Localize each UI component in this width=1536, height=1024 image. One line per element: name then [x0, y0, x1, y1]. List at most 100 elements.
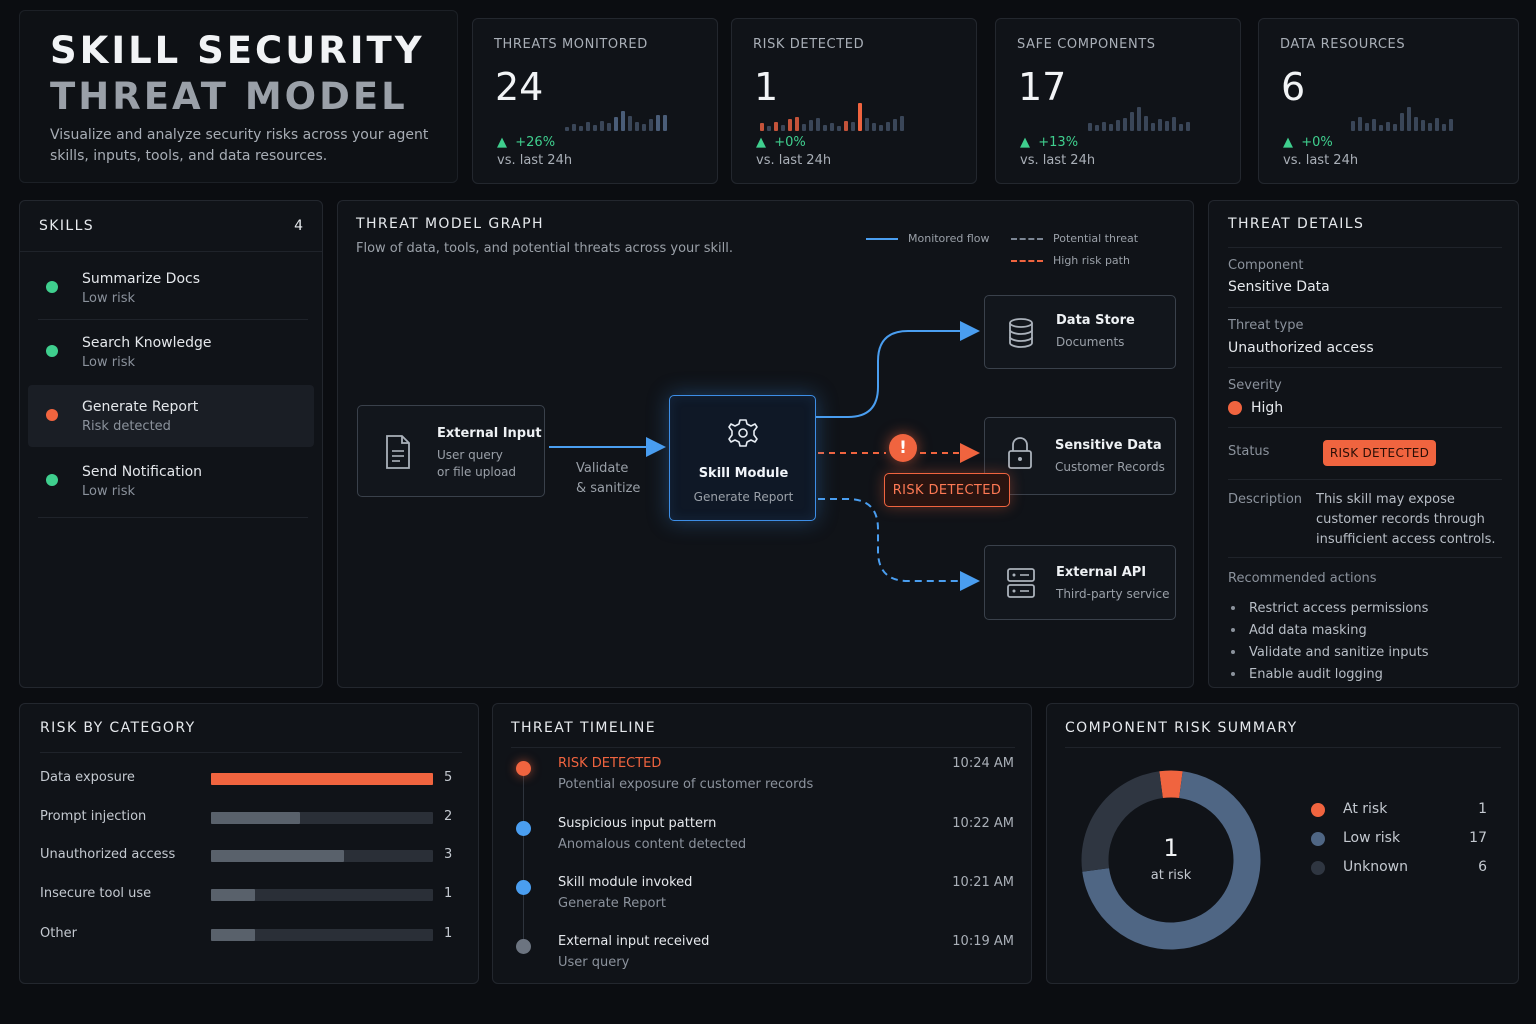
- category-bar-track: [211, 773, 433, 785]
- event-title: External input received: [558, 934, 710, 949]
- spark-bar: [851, 122, 855, 131]
- event-time: 10:22 AM: [952, 816, 1014, 831]
- legend-potential-threat: Potential threat: [1011, 232, 1138, 245]
- spark-bar: [663, 115, 667, 131]
- event-title: Suspicious input pattern: [558, 816, 717, 831]
- spark-bar: [879, 125, 883, 131]
- component-label: Component: [1228, 258, 1304, 273]
- skill-item-send-notification[interactable]: Send Notification Low risk: [28, 450, 314, 512]
- skill-name: Generate Report: [82, 399, 199, 415]
- component-value: Sensitive Data: [1228, 279, 1330, 295]
- node-external-api[interactable]: External API Third-party service: [984, 545, 1176, 620]
- event-title: Skill module invoked: [558, 875, 693, 890]
- skills-title: SKILLS: [39, 218, 95, 234]
- spark-bar: [900, 116, 904, 131]
- category-row[interactable]: Insecure tool use 1: [40, 885, 460, 905]
- kpi-comparison: vs. last 24h: [497, 153, 573, 168]
- spark-bar: [767, 126, 771, 131]
- edge-skill-to-api: [818, 498, 980, 591]
- divider: [38, 517, 308, 518]
- legend-value: 17: [1469, 830, 1487, 846]
- category-row[interactable]: Unauthorized access 3: [40, 846, 460, 866]
- spark-bar: [886, 122, 890, 131]
- legend-monitored-flow: Monitored flow: [866, 232, 989, 245]
- event-time: 10:21 AM: [952, 875, 1014, 890]
- skill-name: Send Notification: [82, 464, 203, 480]
- spark-bar: [1414, 117, 1418, 131]
- skill-item-search-knowledge[interactable]: Search Knowledge Low risk: [28, 321, 314, 383]
- kpi-value: 17: [1018, 65, 1067, 109]
- risk-detected-tag[interactable]: RISK DETECTED: [884, 473, 1010, 507]
- legend-line-solid: [866, 237, 898, 240]
- node-external-input[interactable]: External Input User query or file upload: [357, 405, 545, 497]
- component-risk-summary-panel: COMPONENT RISK SUMMARY 1 at risk At risk…: [1046, 703, 1519, 984]
- node-sensitive-data[interactable]: Sensitive Data Customer Records: [984, 417, 1176, 495]
- spark-bar: [1393, 124, 1397, 131]
- threat-type-label: Threat type: [1228, 318, 1304, 333]
- category-row[interactable]: Other 1: [40, 925, 460, 945]
- skill-risk: Low risk: [82, 484, 135, 499]
- legend-line-dashed: [1011, 237, 1043, 240]
- spark-bar: [893, 119, 897, 131]
- recommended-actions-list: Restrict access permissions Add data mas…: [1231, 597, 1429, 685]
- sparkline: [760, 97, 950, 131]
- spark-bar: [565, 127, 569, 131]
- kpi-label: THREATS MONITORED: [494, 37, 648, 52]
- divider: [1228, 307, 1502, 308]
- spark-bar: [809, 120, 813, 131]
- risk-by-category-panel: RISK BY CATEGORY Data exposure 5 Prompt …: [19, 703, 479, 984]
- legend-value: 1: [1478, 801, 1487, 817]
- node-title: External API: [1056, 565, 1147, 580]
- spark-bar: [586, 122, 590, 131]
- kpi-delta: ▲ +0%: [756, 135, 806, 150]
- spark-bar: [614, 117, 618, 131]
- skill-risk: Low risk: [82, 355, 135, 370]
- category-count: 2: [444, 809, 453, 824]
- timeline-event[interactable]: Skill module invoked Generate Report 10:…: [493, 875, 1033, 925]
- timeline-event[interactable]: External input received User query 10:19…: [493, 934, 1033, 984]
- spark-bar: [865, 118, 869, 131]
- kpi-card-data-resources[interactable]: DATA RESOURCES 6 ▲ +0% vs. last 24h: [1258, 18, 1519, 184]
- event-description: User query: [558, 955, 630, 970]
- kpi-card-risk-detected[interactable]: RISK DETECTED 1 ▲ +0% vs. last 24h: [731, 18, 977, 184]
- timeline-event[interactable]: RISK DETECTED Potential exposure of cust…: [493, 756, 1033, 806]
- timeline-event[interactable]: Suspicious input pattern Anomalous conte…: [493, 816, 1033, 866]
- event-time: 10:24 AM: [952, 756, 1014, 771]
- page-title-line1: SKILL SECURITY: [50, 29, 425, 72]
- category-row[interactable]: Prompt injection 2: [40, 808, 460, 828]
- event-dot: [516, 939, 531, 954]
- legend-dot: [1311, 861, 1325, 875]
- spark-bar: [802, 124, 806, 131]
- node-skill-module[interactable]: Skill Module Generate Report: [669, 395, 816, 521]
- event-description: Anomalous content detected: [558, 837, 747, 852]
- category-row[interactable]: Data exposure 5: [40, 769, 460, 789]
- kpi-comparison: vs. last 24h: [1020, 153, 1096, 168]
- spark-bar: [1442, 124, 1446, 131]
- kpi-delta: ▲ +26%: [497, 135, 556, 150]
- action-item: Enable audit logging: [1231, 663, 1429, 685]
- status-dot: [46, 345, 58, 357]
- skill-item-generate-report[interactable]: Generate Report Risk detected: [28, 385, 314, 447]
- skill-item-summarize-docs[interactable]: Summarize Docs Low risk: [28, 257, 314, 319]
- spark-bar: [816, 118, 820, 131]
- severity-value: High: [1251, 400, 1284, 416]
- spark-bar: [656, 115, 660, 131]
- spark-bar: [1435, 118, 1439, 131]
- warning-icon[interactable]: !: [889, 434, 917, 462]
- spark-bar: [1109, 124, 1113, 131]
- spark-bar: [1130, 112, 1134, 131]
- severity-dot: [1228, 401, 1242, 415]
- spark-bar: [1165, 121, 1169, 131]
- kpi-card-threats-monitored[interactable]: THREATS MONITORED 24 ▲ +26% vs. last 24h: [472, 18, 718, 184]
- legend-value: 6: [1478, 859, 1487, 875]
- spark-bar: [642, 124, 646, 131]
- node-data-store[interactable]: Data Store Documents: [984, 295, 1176, 369]
- category-label: Prompt injection: [40, 809, 147, 824]
- spark-bar: [1407, 107, 1411, 131]
- status-badge: RISK DETECTED: [1323, 440, 1436, 466]
- donut-center-label: at risk: [1150, 868, 1192, 883]
- kpi-card-safe-components[interactable]: SAFE COMPONENTS 17 ▲ +13% vs. last 24h: [995, 18, 1241, 184]
- donut-center-value: 1: [1163, 834, 1179, 862]
- spark-bar: [788, 119, 792, 131]
- spark-bar: [1116, 120, 1120, 131]
